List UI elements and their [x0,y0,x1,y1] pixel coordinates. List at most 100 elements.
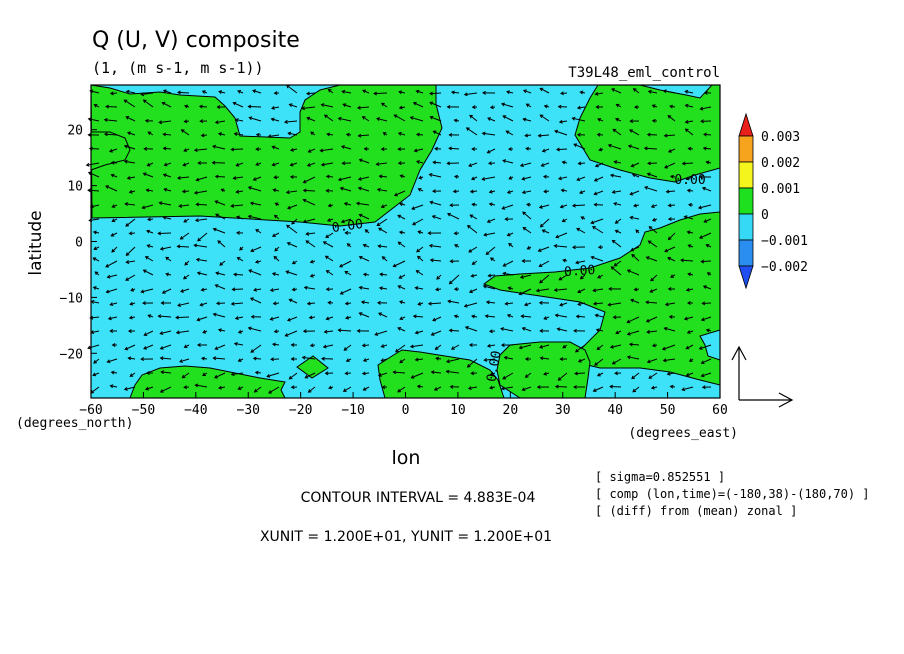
wind-vector [521,259,532,263]
wind-vector [110,173,118,178]
wind-vector [454,244,460,248]
x-tick-label: 10 [450,403,466,418]
wind-vector [249,297,262,304]
wind-vector [290,342,298,347]
wind-vector [302,176,316,184]
wind-vector [105,185,118,192]
x-tick-label: −50 [132,403,155,418]
wind-vector [161,101,172,108]
wind-vector [481,176,496,181]
wind-vector [340,145,352,150]
wind-vector [362,89,370,94]
wind-vector [357,176,370,181]
wind-vector [360,300,370,305]
wind-vector [271,162,280,167]
wind-vector [524,357,532,361]
wind-vector [597,245,604,250]
wind-vector [470,176,478,181]
wind-vector [125,89,136,94]
wind-vector [217,328,226,333]
wind-vector [503,355,514,360]
wind-vector [274,202,280,207]
wind-vector [559,302,568,307]
wind-vector [381,385,388,390]
wind-vector [701,385,712,390]
y-tick-label: 20 [67,124,83,139]
wind-vector [538,204,550,209]
wind-vector [326,132,334,137]
wind-vector [267,134,280,139]
wind-vector [594,313,604,318]
wind-vector [681,386,694,392]
wind-vector [324,255,334,262]
wind-vector [593,190,604,196]
wind-vector [643,146,658,151]
wind-vector [194,218,208,223]
wind-vector [430,330,442,336]
wind-vector [325,270,334,276]
wind-vector [651,104,658,108]
wind-vector [538,260,550,268]
wind-vector [667,203,676,208]
wind-vector [380,147,388,152]
wind-vector [378,174,388,179]
wind-vector [613,160,622,165]
wind-vector [193,190,208,195]
wind-vector [145,386,154,391]
wind-vector [524,133,532,138]
wind-vector [650,274,658,282]
wind-vector [215,271,226,276]
wind-vector [666,371,676,376]
colorbar-segment [738,213,754,241]
wind-vector [592,288,604,293]
wind-vector [110,370,118,375]
wind-vector [255,229,262,234]
wind-vector [470,273,478,278]
wind-vector [273,329,280,334]
wind-vector [285,270,298,276]
wind-vector [305,231,316,236]
wind-vector [519,162,532,168]
wind-vector [399,202,406,207]
wind-vector [374,330,388,336]
wind-vector [579,274,586,280]
wind-vector [650,204,658,208]
wind-vector [159,344,172,350]
wind-vector [290,147,298,152]
wind-vector [524,372,532,378]
wind-vector [378,286,388,291]
wind-vector [270,357,280,362]
wind-vector [358,158,370,164]
wind-vector [380,344,388,348]
wind-vector [393,190,406,197]
wind-vector [433,386,442,391]
wind-vector [159,330,172,336]
wind-vector [526,246,532,250]
wind-vector [147,131,154,136]
wind-vector [539,87,550,94]
wind-vector [337,176,352,182]
wind-vector [612,315,622,320]
wind-vector [230,147,244,152]
colorbar-bottom-triangle [738,265,754,290]
wind-vector [446,161,460,166]
units-line: (1, (m s-1, m s-1)) [92,59,264,77]
wind-vector [130,287,136,292]
wind-vector [165,272,172,277]
wind-vector [111,218,118,223]
wind-vector [698,344,712,350]
wind-vector [216,105,226,110]
wind-vector [289,162,298,167]
colorbar-label: 0.001 [761,182,800,197]
wind-vector [394,344,406,353]
wind-vector [157,231,172,236]
wind-vector [609,344,622,349]
wind-vector [468,343,478,347]
wind-vector [286,242,298,248]
wind-vector [431,215,442,220]
wind-vector [126,175,136,180]
wind-vector [211,160,226,165]
wind-vector [270,117,280,122]
wind-vector [598,147,604,152]
wind-vector [633,203,640,208]
